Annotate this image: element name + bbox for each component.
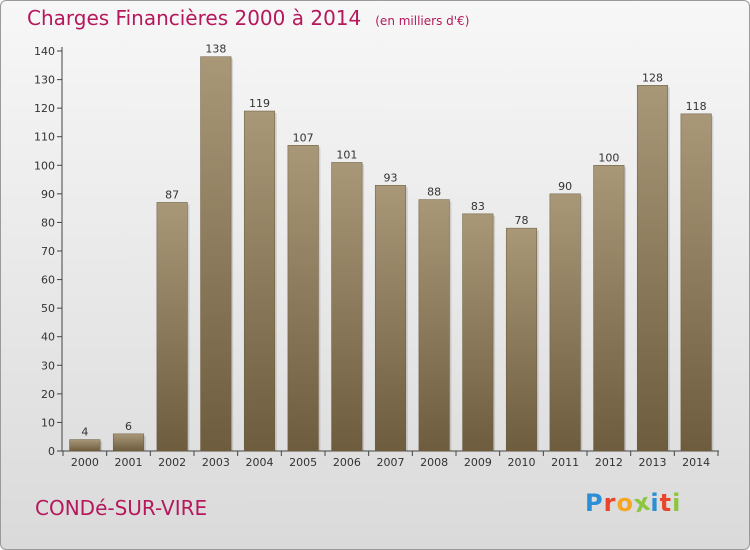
x-tick-label: 2008 bbox=[420, 456, 448, 469]
axes: 0 10 20 30 40 50 60 70 80 90 100 110 120 130 140 bbox=[34, 45, 719, 458]
bar bbox=[287, 145, 319, 452]
bar bbox=[593, 165, 625, 452]
value-label: 118 bbox=[686, 100, 707, 113]
x-tick-label: 2002 bbox=[158, 456, 186, 469]
x-tick-label: 2007 bbox=[377, 456, 405, 469]
value-label: 93 bbox=[384, 171, 398, 184]
bar bbox=[69, 439, 101, 452]
labels-group: 4 2000 6 2001 87 2002 138 2003 119 2004 107 2005 101… bbox=[71, 43, 710, 469]
logo-letter: o bbox=[616, 489, 634, 517]
value-label: 4 bbox=[81, 426, 88, 439]
proxiti-logo: Proxiti bbox=[585, 488, 682, 519]
x-tick-label: 2000 bbox=[71, 456, 99, 469]
logo-letter: i bbox=[650, 489, 660, 517]
x-tick-label: 2003 bbox=[202, 456, 230, 469]
chart-title-main: Charges Financières 2000 à 2014 bbox=[27, 6, 362, 30]
bar bbox=[374, 185, 407, 452]
logo-letter: i bbox=[672, 489, 682, 517]
x-tick-label: 2005 bbox=[289, 456, 317, 469]
logo-letter: P bbox=[585, 489, 604, 517]
value-label: 100 bbox=[598, 151, 619, 164]
bar bbox=[243, 110, 276, 452]
bar bbox=[680, 113, 712, 452]
y-tick-label: 90 bbox=[41, 188, 55, 201]
x-tick-label: 2010 bbox=[508, 456, 536, 469]
y-tick-label: 130 bbox=[34, 74, 55, 87]
value-label: 90 bbox=[558, 180, 572, 193]
bar bbox=[549, 193, 581, 452]
y-tick-label: 10 bbox=[41, 416, 55, 429]
value-label: 83 bbox=[471, 200, 485, 213]
bar bbox=[418, 199, 450, 452]
value-label: 128 bbox=[642, 71, 663, 84]
chart-subtitle: (en milliers d'€) bbox=[375, 14, 470, 28]
value-label: 101 bbox=[336, 148, 357, 161]
bar bbox=[200, 56, 232, 452]
x-tick-label: 2004 bbox=[246, 456, 274, 469]
value-label: 88 bbox=[427, 186, 441, 199]
bars-group bbox=[69, 56, 714, 452]
commune-name: CONDé-SUR-VIRE bbox=[35, 496, 208, 520]
y-tick-label: 40 bbox=[41, 331, 55, 344]
value-label: 107 bbox=[293, 131, 314, 144]
value-label: 119 bbox=[249, 97, 270, 110]
bar bbox=[112, 433, 145, 452]
y-tick-label: 70 bbox=[41, 245, 55, 258]
y-tick-label: 100 bbox=[34, 159, 55, 172]
bar bbox=[156, 202, 188, 452]
value-label: 6 bbox=[125, 420, 132, 433]
bar bbox=[331, 162, 363, 452]
value-label: 87 bbox=[165, 188, 179, 201]
value-label: 138 bbox=[205, 43, 226, 56]
value-label: 78 bbox=[515, 214, 529, 227]
y-tick-label: 0 bbox=[48, 445, 55, 458]
bar bbox=[636, 85, 669, 452]
chart-title: Charges Financières 2000 à 2014 (en milli… bbox=[27, 6, 469, 30]
x-tick-label: 2009 bbox=[464, 456, 492, 469]
y-tick-label: 80 bbox=[41, 216, 55, 229]
y-tick-label: 110 bbox=[34, 131, 55, 144]
bar bbox=[505, 227, 538, 452]
logo-letter: r bbox=[603, 489, 617, 517]
logo-letter: t bbox=[659, 489, 673, 517]
x-tick-label: 2012 bbox=[595, 456, 623, 469]
y-tick-label: 30 bbox=[41, 359, 55, 372]
x-tick-label: 2001 bbox=[115, 456, 143, 469]
y-tick-label: 120 bbox=[34, 102, 55, 115]
y-tick-label: 20 bbox=[41, 388, 55, 401]
x-tick-label: 2011 bbox=[551, 456, 579, 469]
y-tick-label: 50 bbox=[41, 302, 55, 315]
x-tick-label: 2014 bbox=[682, 456, 710, 469]
x-tick-label: 2006 bbox=[333, 456, 361, 469]
y-tick-label: 60 bbox=[41, 274, 55, 287]
x-tick-label: 2013 bbox=[639, 456, 667, 469]
y-tick-label: 140 bbox=[34, 45, 55, 58]
bar bbox=[462, 213, 494, 452]
